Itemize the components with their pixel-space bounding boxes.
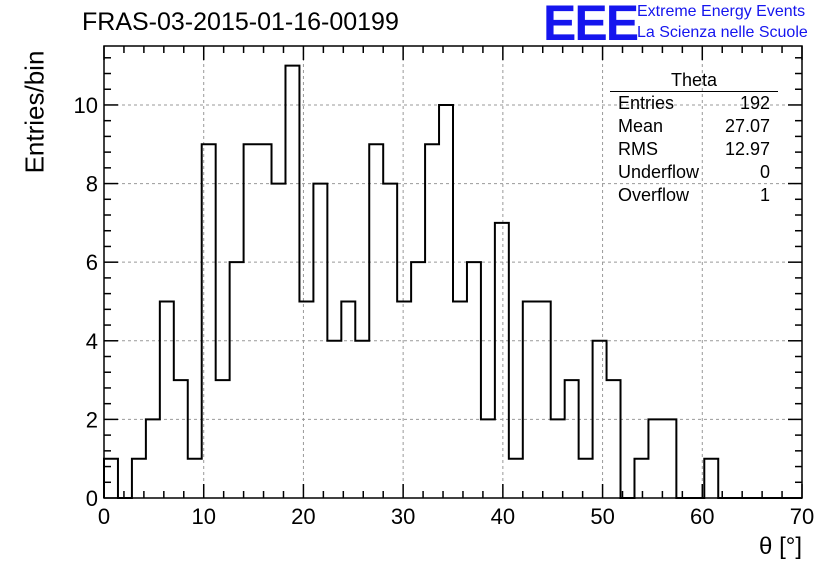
y-tick-label: 6 [86,250,98,275]
x-tick-label: 0 [98,504,110,529]
y-tick-label: 2 [86,407,98,432]
stats-row-rms: RMS 12.97 [610,138,778,161]
x-axis-label: θ [°] [759,533,802,560]
y-tick-label: 4 [86,329,98,354]
stats-label: Entries [618,93,675,113]
stats-value: 192 [739,93,770,113]
stats-row-mean: Mean 27.07 [610,115,778,138]
y-tick-label: 0 [86,486,98,511]
stats-row-overflow: Overflow 1 [610,184,778,207]
x-tick-label: 30 [391,504,415,529]
logo-caption-line1: Extreme Energy Events [637,3,806,20]
stats-row-entries: Entries 192 [610,92,778,115]
axis-ticks [103,46,803,499]
stats-value: 1 [759,185,770,205]
x-tick-label: 40 [491,504,515,529]
stats-value: 27.07 [724,116,770,136]
y-tick-label: 10 [74,93,98,118]
plot-frame [103,45,803,499]
stats-row-underflow: Underflow 0 [610,161,778,184]
stats-label: Underflow [618,162,700,182]
x-tick-label: 60 [690,504,714,529]
stats-label: RMS [618,139,658,159]
logo-caption-line2: La Scienza nelle Scuole [637,24,808,41]
eee-logo: EEE [543,0,639,51]
chart-title: FRAS-03-2015-01-16-00199 [82,8,399,36]
stats-box: Theta Entries 192 Mean 27.07 RMS 12.97 U… [610,70,778,207]
y-axis-label: Entries/bin [19,50,50,174]
x-tick-label: 70 [790,504,814,529]
x-tick-label: 20 [291,504,315,529]
stats-value: 12.97 [724,139,770,159]
stats-value: 0 [759,162,770,182]
y-tick-label: 8 [86,172,98,197]
stats-label: Overflow [618,185,690,205]
x-tick-label: 50 [590,504,614,529]
x-tick-label: 10 [191,504,215,529]
stats-label: Mean [618,116,664,136]
histogram-series-theta [103,64,802,499]
stats-title: Theta [610,70,778,92]
